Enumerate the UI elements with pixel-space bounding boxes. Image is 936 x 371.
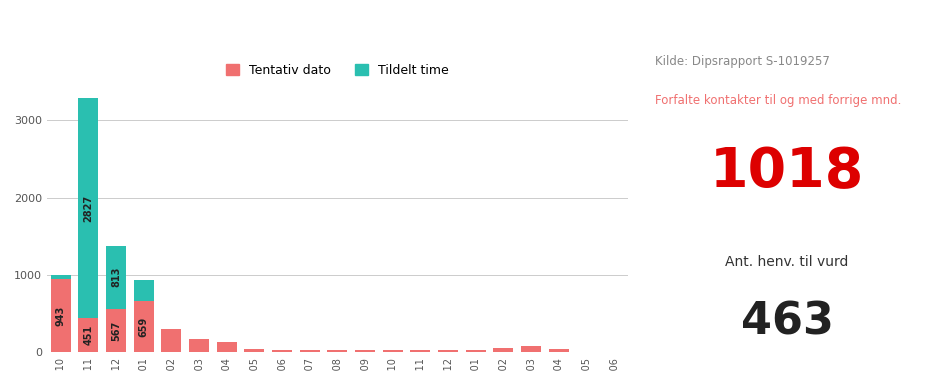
Text: 463: 463 [739, 301, 833, 344]
Text: 567: 567 [110, 321, 121, 341]
Bar [548, 349, 568, 352]
Text: Ant. henv. til vurd: Ant. henv. til vurd [724, 255, 848, 269]
Legend: Tentativ dato, Tildelt time: Tentativ dato, Tildelt time [226, 64, 448, 77]
Bar [437, 350, 458, 352]
Text: 2827: 2827 [83, 194, 94, 221]
Bar [465, 350, 485, 352]
Text: Forfalte kontakter til og med forrige mnd.: Forfalte kontakter til og med forrige mn… [654, 94, 900, 107]
Text: 659: 659 [139, 317, 149, 337]
Bar [410, 350, 430, 352]
Bar [300, 350, 319, 352]
Bar [327, 350, 347, 352]
Text: Planlagte kontakter (tildelt/tentativ time): Planlagte kontakter (tildelt/tentativ ti… [9, 17, 502, 36]
Bar [271, 350, 292, 352]
Bar [493, 348, 513, 352]
Bar [189, 339, 209, 352]
Bar [355, 350, 374, 352]
Bar [134, 301, 154, 352]
Bar [51, 279, 70, 352]
Bar [134, 280, 154, 301]
Bar [106, 246, 125, 309]
Bar [79, 318, 98, 352]
Bar [79, 98, 98, 318]
Bar [382, 350, 402, 352]
Text: 1018: 1018 [709, 145, 863, 199]
Text: Kilde: Dipsrapport S-1019257: Kilde: Dipsrapport S-1019257 [654, 55, 829, 68]
Bar [520, 346, 540, 352]
Bar [161, 329, 181, 352]
Bar [244, 349, 264, 352]
Bar [216, 342, 237, 352]
Bar [51, 275, 70, 279]
Text: 451: 451 [83, 325, 94, 345]
Text: 943: 943 [55, 306, 66, 326]
Bar [106, 309, 125, 352]
Text: 813: 813 [110, 267, 121, 287]
